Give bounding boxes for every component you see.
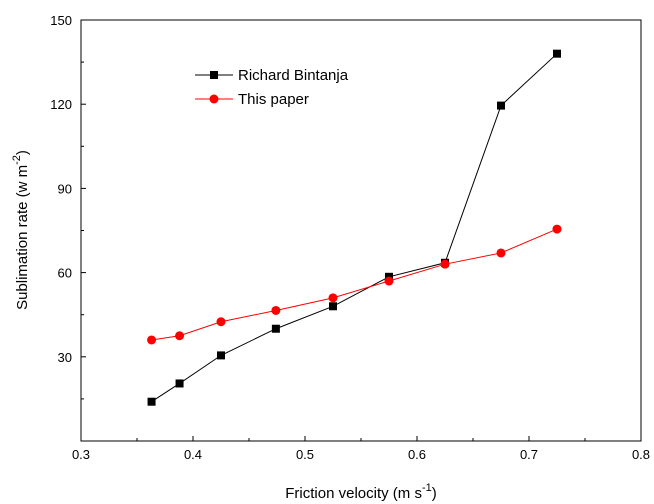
data-point-series-1 bbox=[328, 293, 338, 303]
y-axis-title: Sublimation rate (w m-2) bbox=[11, 150, 31, 310]
data-point-series-1 bbox=[552, 224, 562, 234]
y-tick-label: 120 bbox=[50, 97, 72, 112]
data-point-series-0 bbox=[271, 324, 280, 333]
data-point-series-0 bbox=[497, 101, 505, 110]
data-point-series-1 bbox=[271, 305, 281, 315]
x-axis-title: Friction velocity (m s-1) bbox=[285, 482, 436, 502]
y-tick-label: 60 bbox=[58, 266, 72, 281]
y-tick-label: 150 bbox=[50, 13, 72, 28]
data-point-series-0 bbox=[553, 49, 561, 58]
x-axis-title-main: Friction velocity (m s bbox=[285, 485, 422, 502]
legend-marker-series-0 bbox=[210, 71, 218, 79]
x-tick-label: 0.8 bbox=[632, 447, 650, 462]
legend-label-series-0: Richard Bintanja bbox=[238, 67, 349, 84]
data-point-series-0 bbox=[329, 302, 337, 311]
series-layer bbox=[147, 49, 562, 406]
data-point-series-1 bbox=[216, 317, 226, 327]
legend: Richard Bintanja This paper bbox=[195, 67, 349, 108]
legend-marker-series-1 bbox=[209, 94, 219, 104]
legend-label-series-1: This paper bbox=[238, 91, 309, 108]
y-axis-title-sup: -2 bbox=[11, 155, 23, 165]
y-tick-label: 90 bbox=[58, 181, 72, 196]
series-line-0 bbox=[151, 53, 558, 403]
data-point-series-1 bbox=[440, 259, 450, 269]
y-tick-label: 30 bbox=[58, 350, 72, 365]
x-axis-title-tail: ) bbox=[432, 485, 437, 502]
data-point-series-0 bbox=[217, 351, 225, 360]
x-tick-label: 0.6 bbox=[408, 447, 426, 462]
x-tick-label: 0.4 bbox=[184, 447, 202, 462]
data-point-series-1 bbox=[175, 331, 185, 341]
x-tick-label: 0.7 bbox=[520, 447, 538, 462]
data-point-series-1 bbox=[496, 248, 506, 258]
data-point-series-1 bbox=[384, 276, 394, 286]
data-point-series-1 bbox=[147, 335, 157, 345]
ticks-layer: 0.3 0.4 0.5 0.6 0.7 0.8 30 60 90 120 150 bbox=[50, 13, 650, 462]
x-axis-title-sup: -1 bbox=[422, 482, 432, 494]
data-point-series-0 bbox=[175, 379, 184, 388]
x-tick-label: 0.3 bbox=[72, 447, 90, 462]
series-line-1 bbox=[151, 228, 558, 341]
data-point-series-0 bbox=[147, 397, 156, 406]
y-axis-title-main: Sublimation rate (w m bbox=[14, 165, 31, 310]
y-axis-title-tail: ) bbox=[14, 150, 31, 155]
x-tick-label: 0.5 bbox=[296, 447, 314, 462]
